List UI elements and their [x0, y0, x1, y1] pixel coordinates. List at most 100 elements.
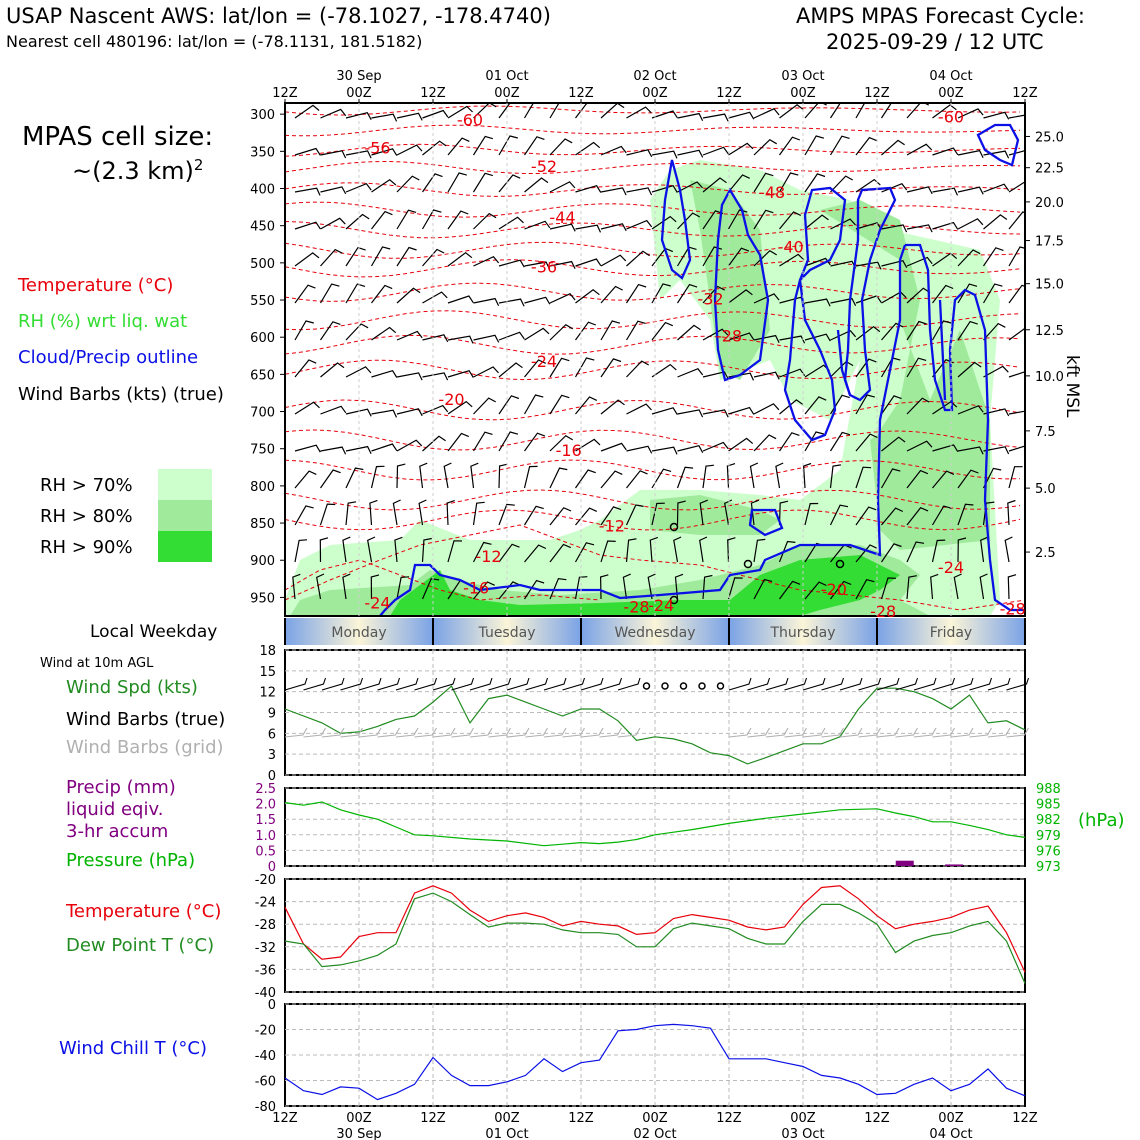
wind-barb	[600, 470, 623, 489]
wind-barb	[472, 172, 493, 193]
surface-wind-barb-grid	[932, 727, 955, 738]
wind-barb	[524, 327, 550, 341]
wind-barb	[726, 463, 736, 489]
legend-rh70-label: RH > 70%	[40, 475, 133, 496]
temp-contour-label: -20	[438, 390, 464, 409]
temp-contour-label: -40	[778, 237, 804, 256]
surface-wind-barb-true	[451, 677, 475, 691]
wind-barb	[473, 212, 497, 230]
wind-barb	[649, 536, 659, 563]
surface-wind-barb-true	[895, 677, 919, 691]
temp-contour-label: -56	[364, 139, 390, 158]
surface-wind-barb-true	[543, 677, 567, 691]
wind-barb	[626, 360, 649, 378]
weekday-cell	[877, 618, 1025, 645]
wind-barb	[371, 369, 398, 378]
weekday-name: Tuesday	[478, 625, 536, 641]
wind-barb	[473, 103, 497, 119]
wind-barb	[319, 503, 336, 526]
temp-contour-label: -36	[531, 258, 557, 277]
wind-barb	[1008, 466, 1023, 489]
pressure-tick-label: 750	[250, 443, 275, 458]
wind-barb	[778, 172, 799, 193]
wind-barb	[600, 320, 621, 341]
wind-barb	[396, 372, 423, 381]
pressure-tick-label: 700	[250, 406, 275, 421]
wind-barb	[906, 541, 925, 563]
wind-chill-panel: 0 -20 -40 -60 -80	[255, 998, 1026, 1115]
wind-barb	[906, 440, 933, 452]
surface-wind-barb-true	[802, 677, 826, 691]
temp-contour-label: -28	[623, 597, 649, 616]
wind-barb	[292, 573, 301, 600]
wind-barbs-grid-label: Wind Barbs (grid)	[66, 737, 224, 758]
wind-barb	[980, 536, 989, 563]
wind-barb	[677, 149, 704, 158]
wind-barb	[779, 580, 801, 600]
wind-barb	[600, 442, 627, 452]
wind-barb	[855, 358, 877, 378]
surface-wind-barb-true	[525, 677, 549, 691]
wind-barb	[804, 396, 827, 415]
pressure-tick-label: 850	[250, 517, 275, 532]
wind-barb	[422, 334, 449, 343]
weekday-cell	[433, 618, 581, 645]
wind-barb	[370, 465, 385, 489]
wind-barb	[855, 103, 866, 119]
surface-wind-barb-true	[765, 677, 789, 691]
wind-barb	[753, 293, 780, 304]
wind-barb	[957, 108, 984, 119]
panel-y-tick: -40	[255, 1049, 276, 1064]
panel-y-tick: 18	[259, 644, 276, 659]
wind-barb	[702, 177, 727, 193]
surface-wind-barb-grid	[913, 727, 937, 738]
cell-size-text: ~(2.3 km)	[72, 157, 194, 185]
wind-barb	[830, 218, 856, 230]
wind-barb	[829, 504, 849, 526]
surface-wind-barb-true	[913, 677, 937, 691]
wind-barb	[626, 470, 648, 489]
calm-wind-marker	[698, 682, 706, 690]
wind-barb	[802, 462, 812, 489]
wind-barb	[472, 501, 485, 526]
wind-barb	[600, 506, 622, 526]
surface-wind-barb-grid	[451, 727, 474, 738]
wind-barb	[957, 283, 978, 304]
wind-barb	[804, 581, 827, 600]
windchill-line	[284, 1023, 1026, 1101]
pressure-tick-label: 982	[1036, 813, 1061, 828]
surface-wind-barb-grid	[562, 727, 585, 738]
top-hour-tick: 00Z	[790, 86, 816, 101]
wind-barb	[651, 446, 678, 455]
wind-barb	[753, 138, 778, 156]
panel-y-tick: 0	[268, 998, 276, 1013]
surface-wind-barb-true	[747, 677, 771, 691]
cell-size-exp: 2	[193, 156, 204, 174]
wind-barb	[600, 145, 627, 156]
wind-barb	[422, 372, 449, 381]
pressure-tick-label: 988	[1036, 782, 1061, 797]
temp-contour-label: -60	[457, 110, 483, 129]
wind-barb	[728, 332, 755, 341]
wind-barb	[651, 502, 665, 526]
temp-contour-label: -12	[475, 547, 501, 566]
wind-barb	[753, 578, 773, 600]
wind-barb	[753, 334, 780, 344]
wind-barb	[447, 251, 473, 267]
pressure-label: Pressure (hPa)	[66, 850, 196, 871]
wind-barb	[932, 221, 959, 230]
temp-contour-line	[285, 509, 1021, 531]
calm-wind-marker	[679, 682, 688, 690]
surface-wind-barb-grid	[506, 727, 530, 738]
wind-barb	[906, 320, 927, 341]
precip-label-1: Precip (mm)	[66, 777, 176, 798]
wind-barb	[779, 136, 801, 156]
panel-y-tick: 1.5	[255, 813, 276, 828]
surface-wind-barb-grid	[340, 727, 363, 738]
wind-barb	[1031, 500, 1038, 525]
wind-barb	[600, 399, 625, 415]
wind-barb	[575, 141, 601, 156]
wind-barb	[625, 538, 637, 563]
wind-barb	[320, 248, 343, 267]
wind-barb	[804, 502, 819, 526]
